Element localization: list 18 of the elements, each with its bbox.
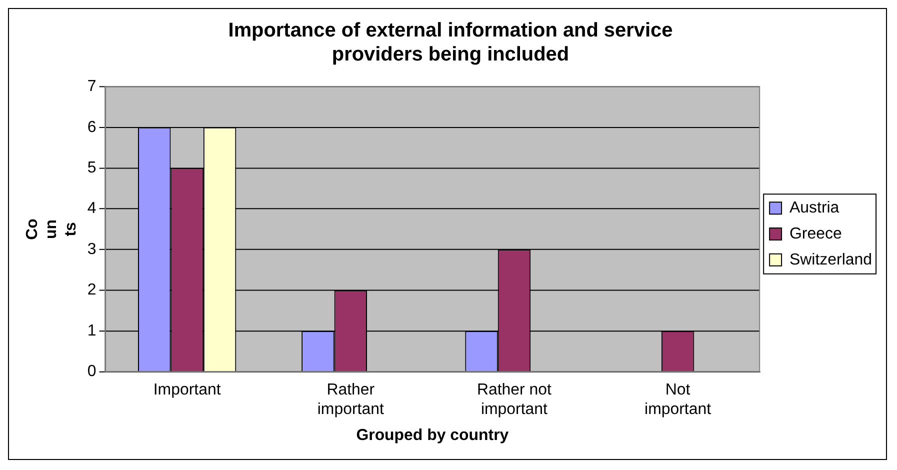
legend-label: Greece — [790, 225, 842, 242]
y-tick-label: 5 — [87, 160, 96, 177]
x-tick-label: Rather not important — [476, 382, 552, 418]
x-axis-title: Grouped by country — [356, 426, 509, 444]
y-tick-label: 4 — [87, 200, 96, 218]
x-tick-label: Important — [153, 382, 222, 399]
y-tick-label: 1 — [87, 322, 96, 340]
legend-label: Switzerland — [790, 251, 872, 268]
y-tick-label: 6 — [87, 118, 96, 136]
legend-label: Austria — [790, 200, 840, 216]
y-tick-label: 3 — [87, 240, 96, 258]
y-tick-label: 0 — [87, 363, 96, 380]
chart-title: Importance of external information and service providers being included — [228, 19, 673, 66]
y-axis-title: Counts — [24, 218, 80, 240]
y-tick-label: 2 — [87, 282, 96, 299]
x-tick-label: Not important — [644, 382, 712, 418]
x-tick-label: Rather important — [317, 382, 384, 418]
y-tick-label: 7 — [87, 78, 96, 96]
